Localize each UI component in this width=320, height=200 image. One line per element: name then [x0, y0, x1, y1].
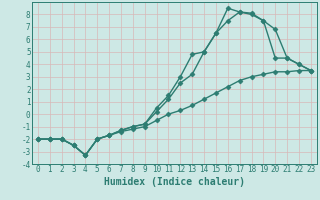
X-axis label: Humidex (Indice chaleur): Humidex (Indice chaleur) [104, 177, 245, 187]
